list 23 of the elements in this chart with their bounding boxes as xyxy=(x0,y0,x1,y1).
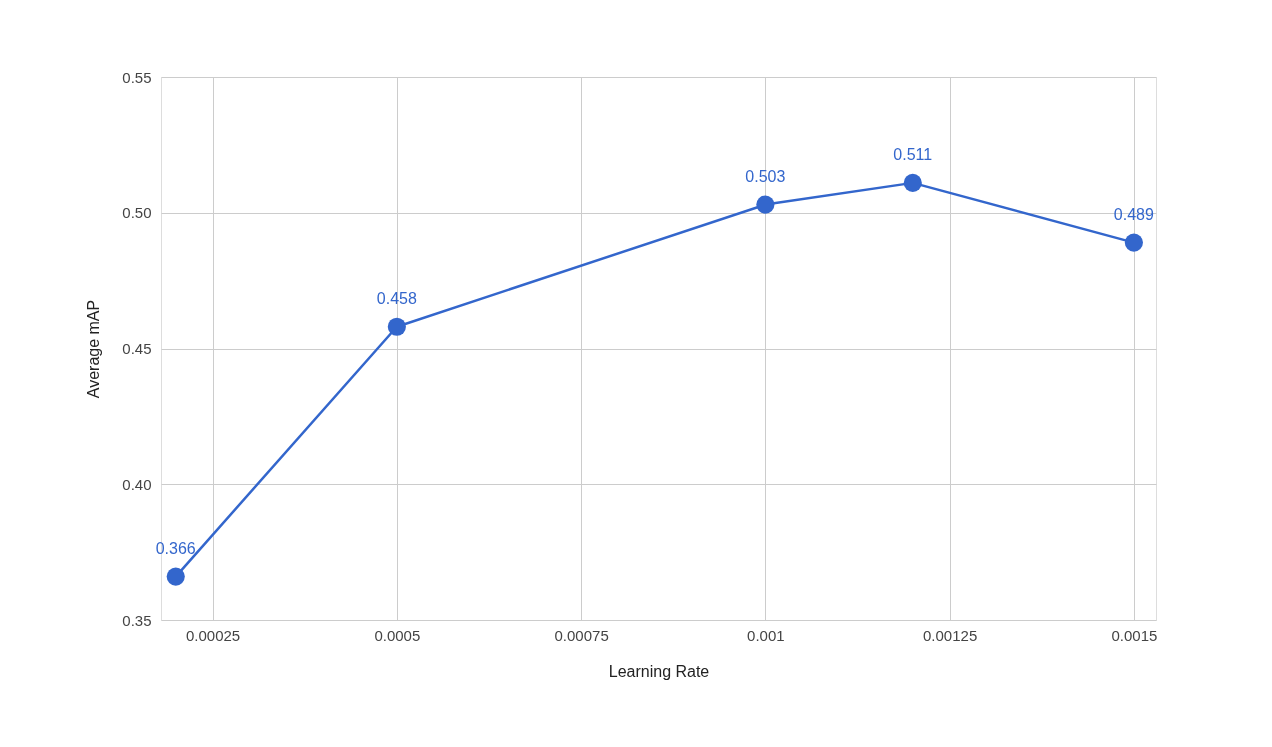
x-tick-label: 0.001 xyxy=(747,626,785,644)
x-tick-label: 0.0005 xyxy=(374,626,421,644)
y-tick-label: 0.45 xyxy=(122,340,152,357)
y-tick-label: 0.35 xyxy=(122,611,152,629)
y-tick-label: 0.50 xyxy=(122,204,152,222)
data-label: 0.366 xyxy=(155,539,196,557)
point xyxy=(166,567,185,586)
data-label: 0.458 xyxy=(376,289,417,307)
point xyxy=(387,317,406,336)
y-tick-label: 0.40 xyxy=(122,475,152,493)
y-axis-title: Average mAP xyxy=(85,299,103,399)
y-tick-label: 0.55 xyxy=(122,68,152,86)
x-tick-label: 0.00025 xyxy=(185,626,241,644)
data-label: 0.511 xyxy=(893,145,933,163)
point xyxy=(1124,233,1143,252)
x-axis-title: Learning Rate xyxy=(608,662,710,680)
point xyxy=(756,195,775,214)
data-label: 0.503 xyxy=(745,167,786,185)
point xyxy=(903,173,922,192)
x-tick-label: 0.00125 xyxy=(923,626,978,644)
x-tick-label: 0.00075 xyxy=(554,626,609,644)
data-label: 0.489 xyxy=(1113,205,1155,223)
x-tick-label: 0.0015 xyxy=(1111,626,1158,644)
